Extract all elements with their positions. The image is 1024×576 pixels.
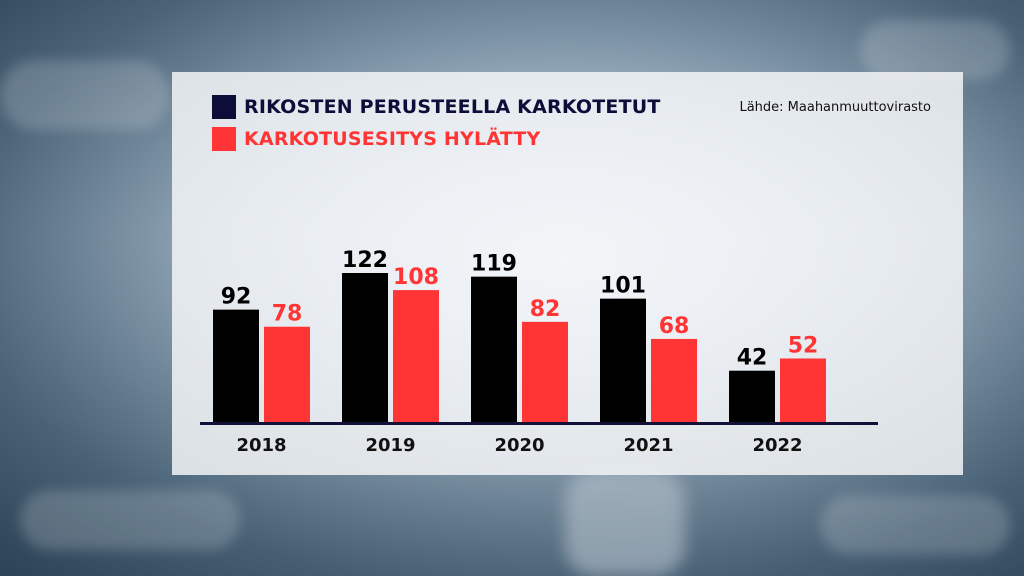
x-tick-label: 2019 bbox=[365, 435, 415, 456]
background-figure bbox=[565, 470, 685, 576]
x-tick-label: 2020 bbox=[494, 435, 544, 456]
data-label-series2-2019: 108 bbox=[393, 265, 439, 290]
background-streak bbox=[820, 495, 1010, 555]
data-label-series2-2022: 52 bbox=[788, 333, 819, 358]
background-streak bbox=[0, 60, 170, 130]
bar-series1-2018 bbox=[213, 309, 259, 422]
legend-swatch-series1 bbox=[212, 95, 236, 119]
bar-series2-2021 bbox=[651, 338, 697, 422]
background-streak bbox=[20, 490, 240, 550]
bar-series2-2020 bbox=[522, 321, 568, 422]
data-label-series1-2021: 101 bbox=[600, 274, 646, 299]
bar-series1-2019 bbox=[342, 273, 388, 422]
legend-swatch-series2 bbox=[212, 127, 236, 151]
bar-series1-2022 bbox=[729, 370, 775, 422]
bar-series2-2018 bbox=[264, 326, 310, 422]
data-label-series1-2020: 119 bbox=[471, 252, 517, 277]
data-label-series2-2020: 82 bbox=[530, 297, 561, 322]
data-label-series1-2019: 122 bbox=[342, 248, 388, 273]
data-label-series1-2022: 42 bbox=[737, 346, 768, 371]
data-label-series1-2018: 92 bbox=[221, 285, 252, 310]
chart-panel: RIKOSTEN PERUSTEELLA KARKOTETUT KARKOTUS… bbox=[172, 72, 963, 475]
legend-label-series2: KARKOTUSESITYS HYLÄTTY bbox=[244, 128, 541, 150]
bar-series2-2022 bbox=[780, 358, 826, 422]
x-tick-label: 2022 bbox=[752, 435, 802, 456]
bar-series1-2021 bbox=[600, 298, 646, 422]
data-label-series2-2018: 78 bbox=[272, 302, 303, 327]
source-note: Lähde: Maahanmuuttovirasto bbox=[739, 100, 931, 115]
legend-label-series1: RIKOSTEN PERUSTEELLA KARKOTETUT bbox=[244, 96, 661, 118]
x-tick-label: 2021 bbox=[623, 435, 673, 456]
data-label-series2-2021: 68 bbox=[659, 314, 690, 339]
legend-item-series2: KARKOTUSESITYS HYLÄTTY bbox=[212, 126, 540, 152]
bar-series2-2019 bbox=[393, 290, 439, 422]
bar-series1-2020 bbox=[471, 276, 517, 422]
legend-item-series1: RIKOSTEN PERUSTEELLA KARKOTETUT bbox=[212, 94, 661, 120]
background-streak bbox=[860, 20, 1010, 80]
x-tick-label: 2018 bbox=[236, 435, 286, 456]
